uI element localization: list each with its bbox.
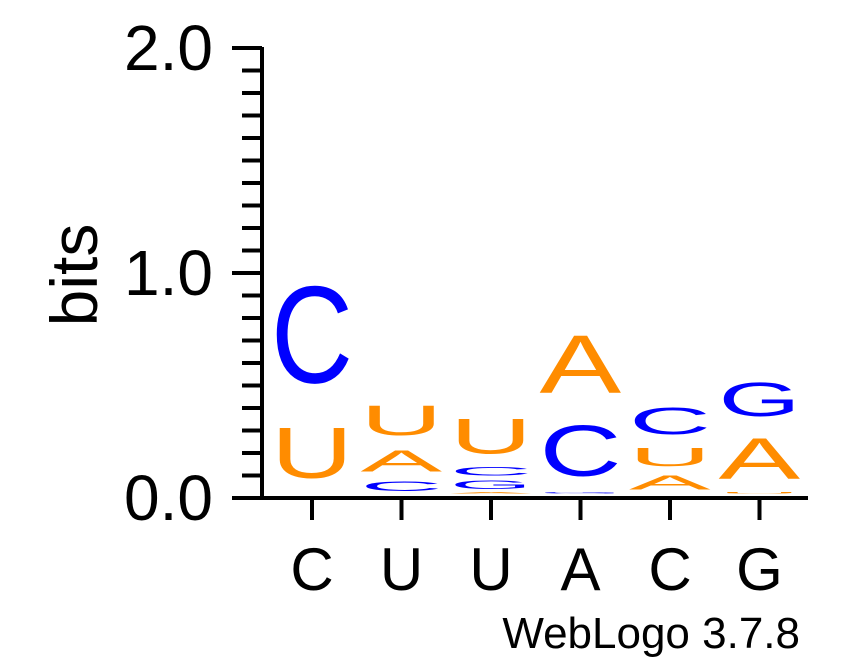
logo-letter: A [450, 492, 532, 494]
x-tick-label: C [290, 536, 333, 603]
logo-letter: C [450, 465, 532, 478]
logo-letter: G [540, 492, 622, 494]
logo-letter: A [719, 427, 801, 492]
y-tick-label: 0.0 [124, 462, 213, 534]
logo-letter: G [450, 478, 532, 491]
logo-letter: C [271, 257, 353, 412]
logo-letter: C [629, 399, 711, 442]
logo-letter: U [629, 442, 711, 471]
x-tick-label: G [736, 536, 783, 603]
x-tick-label: C [648, 536, 691, 603]
x-tick-label: U [469, 536, 512, 603]
logo-letter: U [719, 492, 801, 494]
logo-letter: U [271, 414, 353, 495]
logo-letter: U [450, 409, 532, 465]
y-tick-label: 1.0 [124, 237, 213, 309]
logo-letter: U [361, 397, 443, 444]
logo-letter: A [629, 471, 711, 493]
logo-letter: A [361, 444, 443, 478]
logo-letter: C [361, 478, 443, 494]
x-tick-label: A [560, 536, 600, 603]
y-tick-label: 2.0 [124, 12, 213, 84]
y-axis-label: bits [37, 224, 111, 327]
logo-letter: G [719, 373, 801, 427]
x-tick-label: U [380, 536, 423, 603]
logo-letter: A [540, 319, 622, 411]
y-axis: 0.0 1.0 2.0 [124, 12, 264, 534]
weblogo-credit: WebLogo 3.7.8 [502, 609, 800, 658]
logo-letter: C [540, 411, 622, 492]
